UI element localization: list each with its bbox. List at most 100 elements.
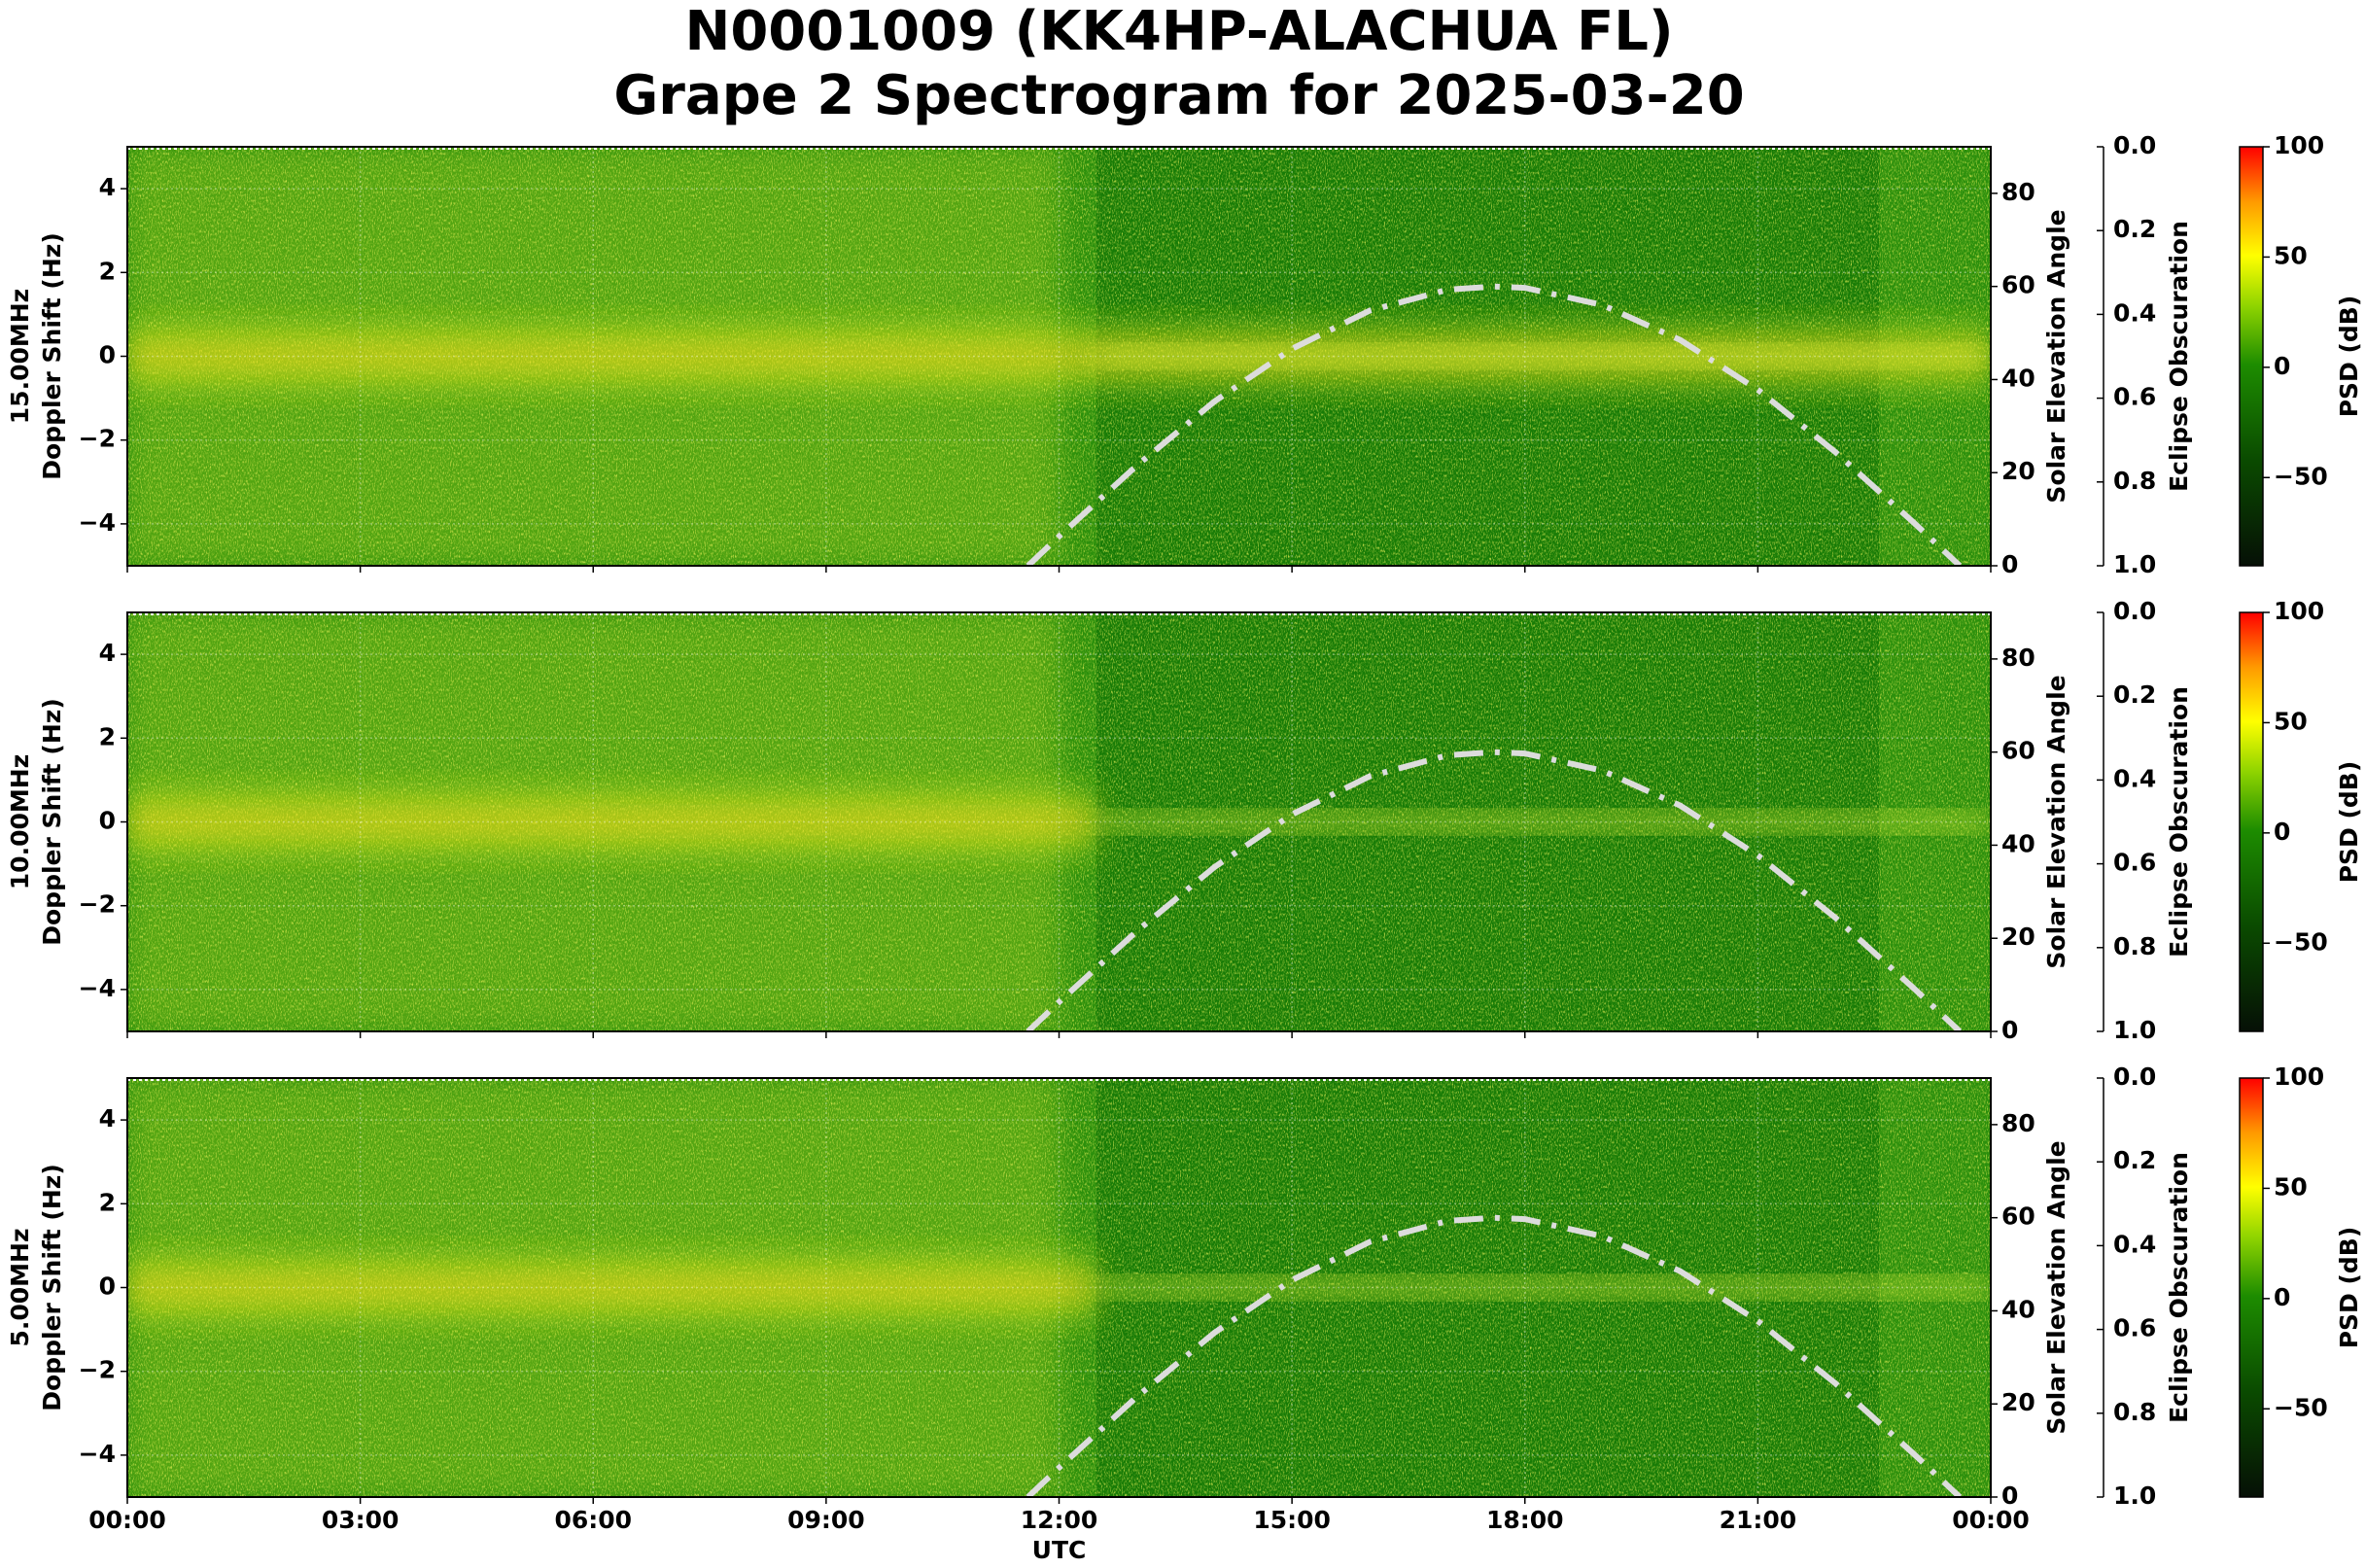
colorbar-label: PSD (dB) xyxy=(2335,296,2363,418)
ridge xyxy=(127,1243,1096,1332)
colorbar-tick-label: −50 xyxy=(2274,927,2328,956)
plot-frame xyxy=(126,1077,1992,1498)
eclipse-tick-label: 0.8 xyxy=(2113,932,2156,960)
eclipse-tick-label: 0.8 xyxy=(2113,467,2156,495)
spectrogram-image xyxy=(127,147,1991,566)
y2-axis-label: Solar Elevation Angle xyxy=(2042,209,2070,503)
frequency-label: 5.00MHz xyxy=(6,1228,34,1346)
y-tick-label: 2 xyxy=(99,1188,116,1216)
eclipse-tick-label: 0.4 xyxy=(2113,764,2156,792)
eclipse-tick-label: 1.0 xyxy=(2113,1481,2156,1510)
frequency-label: 15.00MHz xyxy=(6,289,34,424)
solar-elevation-line xyxy=(1026,283,1963,566)
y2-tick-label: 20 xyxy=(2001,1388,2035,1416)
x-tick-label: 18:00 xyxy=(1486,1506,1564,1534)
y2-axis-label: Solar Elevation Angle xyxy=(2042,675,2070,968)
y-tick-label: 2 xyxy=(99,257,116,285)
ridge xyxy=(1096,810,1991,834)
y-tick-label: 4 xyxy=(99,1104,116,1132)
title-line: N0001009 (KK4HP-ALACHUA FL) xyxy=(684,0,1673,63)
y2-tick-label: 80 xyxy=(2001,178,2035,206)
spectrogram-image xyxy=(127,1078,1991,1497)
colorbar-tick-label: 0 xyxy=(2274,818,2290,846)
y-tick-label: −2 xyxy=(79,890,116,919)
y2-tick-label: 40 xyxy=(2001,364,2035,392)
y-axis-label: Doppler Shift (Hz) xyxy=(38,698,66,946)
y2-tick-label: 60 xyxy=(2001,737,2035,765)
y2-tick-label: 80 xyxy=(2001,644,2035,672)
y-tick-label: 0 xyxy=(99,341,116,369)
eclipse-tick-label: 0.0 xyxy=(2113,1063,2156,1091)
x-tick-label: 00:00 xyxy=(88,1506,166,1534)
x-tick-label: 21:00 xyxy=(1720,1506,1797,1534)
plot-frame xyxy=(126,146,1992,567)
eclipse-tick-label: 0.2 xyxy=(2113,680,2156,709)
solar-elevation-line xyxy=(1026,1214,1963,1497)
colorbar-tick-label: 0 xyxy=(2274,1283,2290,1311)
ridge xyxy=(127,778,1096,866)
x-tick-label: 06:00 xyxy=(554,1506,632,1534)
y-axis-label: Doppler Shift (Hz) xyxy=(38,232,66,480)
y-tick-label: −2 xyxy=(79,425,116,453)
eclipse-tick-label: 1.0 xyxy=(2113,550,2156,578)
eclipse-axis-label: Eclipse Obscuration xyxy=(2165,686,2193,958)
eclipse-tick-label: 0.0 xyxy=(2113,597,2156,625)
x-tick-label: 15:00 xyxy=(1253,1506,1331,1534)
colorbar-tick-label: 50 xyxy=(2274,241,2308,269)
colorbar-label: PSD (dB) xyxy=(2335,1227,2363,1349)
eclipse-tick-label: 1.0 xyxy=(2113,1016,2156,1044)
frequency-label: 10.00MHz xyxy=(6,754,34,889)
x-tick-label: 12:00 xyxy=(1021,1506,1098,1534)
y-tick-label: 0 xyxy=(99,1272,116,1301)
title-line: Grape 2 Spectrogram for 2025-03-20 xyxy=(613,64,1744,127)
colorbar-tick-label: 50 xyxy=(2274,1172,2308,1201)
spectrogram-image xyxy=(127,612,1991,1031)
y-tick-label: −4 xyxy=(79,974,116,1002)
eclipse-tick-label: 0.4 xyxy=(2113,1230,2156,1258)
colorbar-tick-label: 100 xyxy=(2274,1063,2324,1091)
x-tick-label: 00:00 xyxy=(1952,1506,2030,1534)
colorbar-tick-label: 50 xyxy=(2274,707,2308,735)
colorbar-tick-label: −50 xyxy=(2274,1393,2328,1421)
y-tick-label: −4 xyxy=(79,1440,116,1468)
y2-tick-label: 0 xyxy=(2001,1016,2018,1044)
plot-frame xyxy=(126,611,1992,1032)
colorbar-tick-label: 100 xyxy=(2274,131,2324,159)
y2-tick-label: 40 xyxy=(2001,829,2035,857)
y2-tick-label: 0 xyxy=(2001,1481,2018,1510)
eclipse-tick-label: 0.0 xyxy=(2113,131,2156,159)
x-tick-label: 09:00 xyxy=(787,1506,865,1534)
y-axis-label: Doppler Shift (Hz) xyxy=(38,1164,66,1411)
y-tick-label: −4 xyxy=(79,508,116,537)
colorbar xyxy=(2239,1077,2264,1498)
y2-tick-label: 80 xyxy=(2001,1109,2035,1137)
y2-axis-label: Solar Elevation Angle xyxy=(2042,1140,2070,1434)
y-tick-label: 0 xyxy=(99,807,116,835)
colorbar-tick-label: 100 xyxy=(2274,597,2324,625)
x-tick-label: 03:00 xyxy=(322,1506,400,1534)
eclipse-tick-label: 0.4 xyxy=(2113,298,2156,327)
y-tick-label: 4 xyxy=(99,173,116,201)
y2-tick-label: 0 xyxy=(2001,550,2018,578)
eclipse-tick-label: 0.2 xyxy=(2113,1146,2156,1174)
y2-tick-label: 40 xyxy=(2001,1295,2035,1323)
y-tick-label: −2 xyxy=(79,1356,116,1384)
ridge xyxy=(1096,344,1991,368)
eclipse-tick-label: 0.2 xyxy=(2113,215,2156,243)
colorbar-tick-label: 0 xyxy=(2274,352,2290,380)
eclipse-tick-label: 0.6 xyxy=(2113,849,2156,877)
y2-tick-label: 20 xyxy=(2001,923,2035,951)
colorbar-tick-label: −50 xyxy=(2274,462,2328,490)
eclipse-tick-label: 0.6 xyxy=(2113,383,2156,411)
y2-tick-label: 60 xyxy=(2001,1202,2035,1231)
eclipse-tick-label: 0.6 xyxy=(2113,1314,2156,1342)
y-tick-label: 4 xyxy=(99,639,116,667)
y2-tick-label: 20 xyxy=(2001,457,2035,485)
eclipse-axis-label: Eclipse Obscuration xyxy=(2165,1152,2193,1423)
x-axis-label: UTC xyxy=(1032,1536,1087,1564)
colorbar-label: PSD (dB) xyxy=(2335,761,2363,884)
colorbar xyxy=(2239,611,2264,1032)
y2-tick-label: 60 xyxy=(2001,271,2035,299)
ridge xyxy=(1096,1275,1991,1300)
